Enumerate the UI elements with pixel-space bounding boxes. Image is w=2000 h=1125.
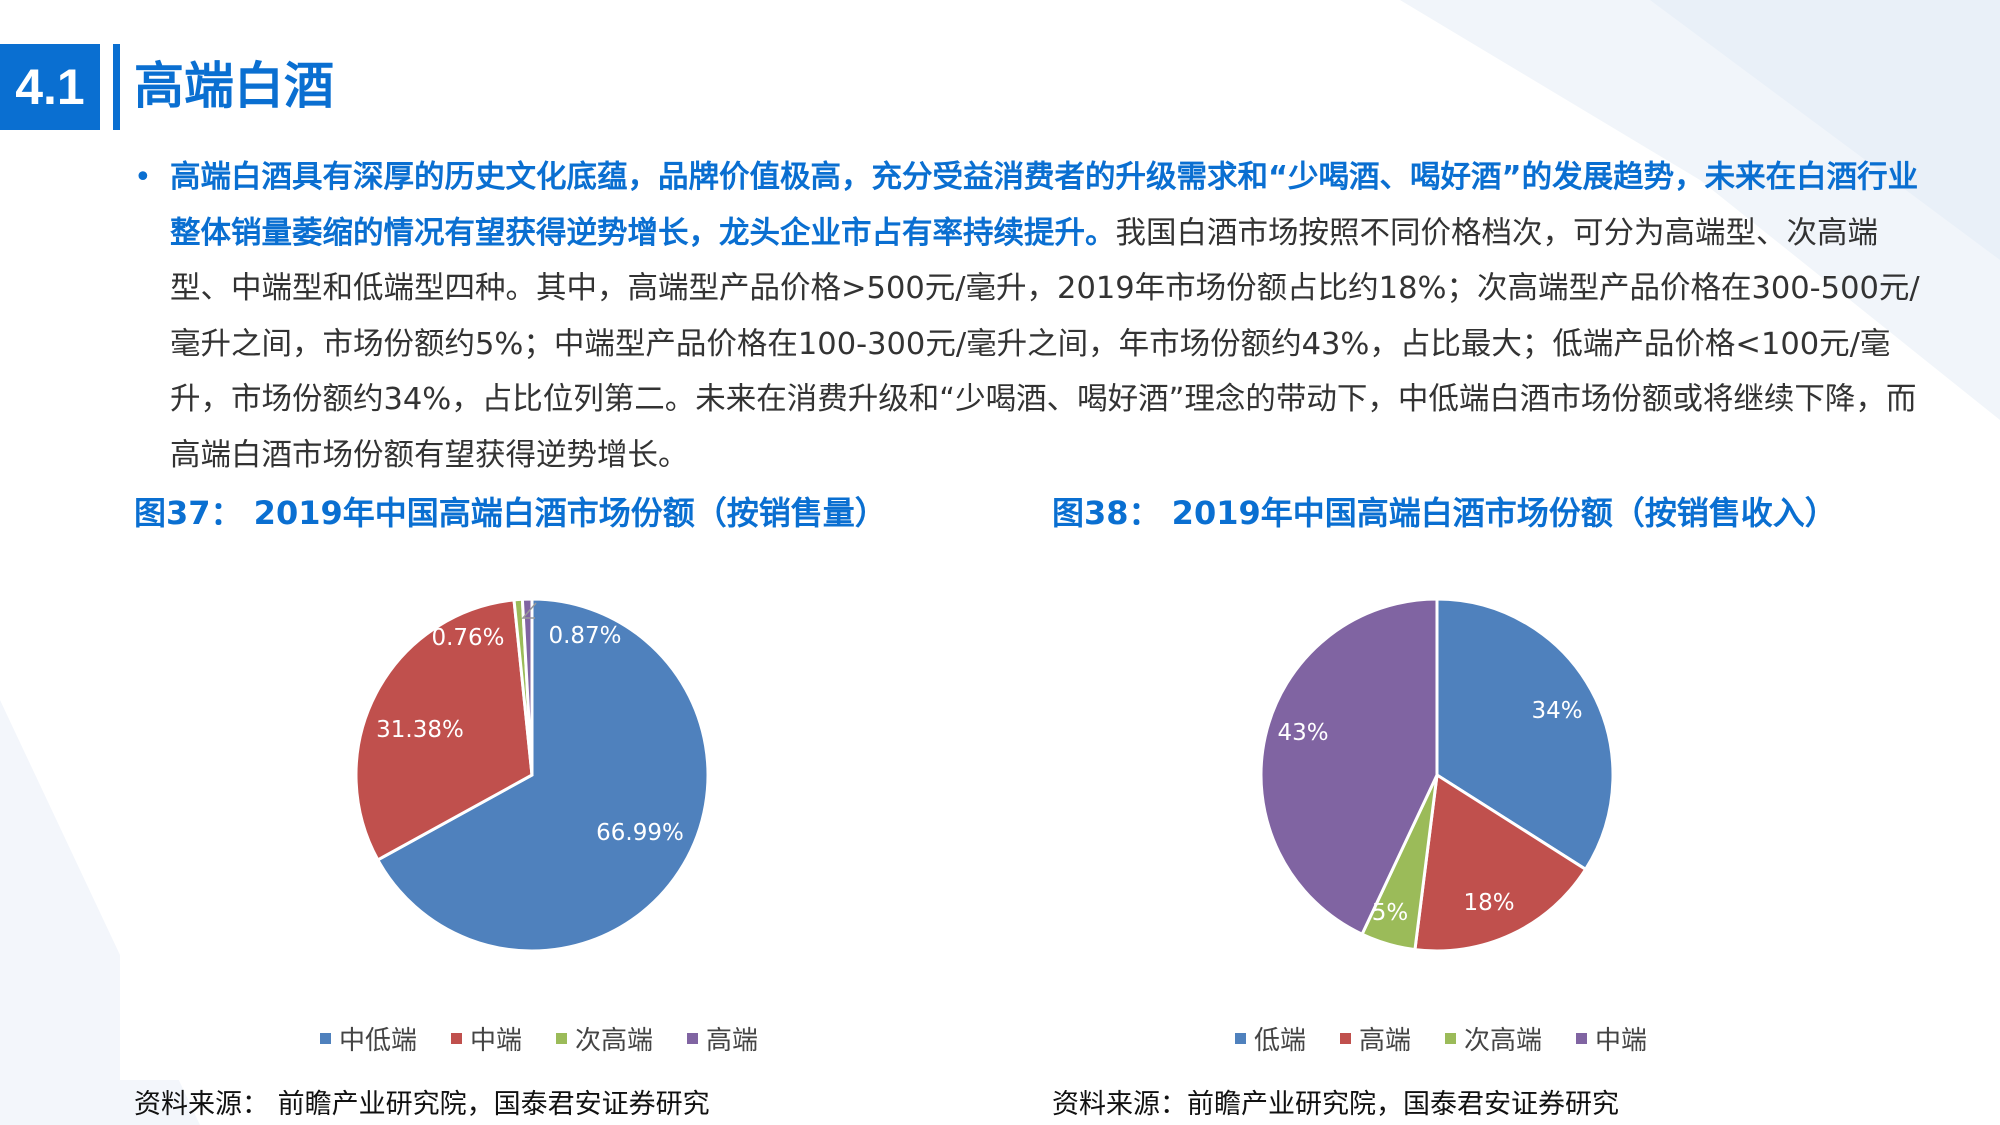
data-label-4: 0.87% — [548, 623, 621, 649]
legend-item-3: 次高端 — [1445, 1020, 1542, 1057]
pie-chart-volume: 66.99% 31.38% 0.76% 0.87% — [354, 597, 710, 953]
legend-label: 中端 — [1595, 1026, 1648, 1056]
legend-swatch — [687, 1033, 699, 1044]
data-label-1: 34% — [1531, 698, 1582, 724]
legend-label: 高端 — [1359, 1026, 1412, 1056]
legend-label: 高端 — [706, 1026, 759, 1056]
legend-label: 中端 — [470, 1026, 523, 1056]
figure-38-title: 图38： 2019年中国高端白酒市场份额（按销售收入） — [1052, 494, 1837, 532]
data-label-2: 18% — [1463, 890, 1514, 916]
leader-line — [521, 602, 537, 619]
data-label-2: 31.38% — [376, 717, 464, 743]
figure-37-title: 图37： 2019年中国高端白酒市场份额（按销售量） — [134, 494, 887, 532]
section-number: 4.1 — [0, 44, 100, 130]
chart-legend-37: 中低端 中端 次高端 高端 — [320, 1020, 758, 1057]
legend-swatch — [1235, 1033, 1246, 1044]
legend-swatch — [1576, 1033, 1588, 1044]
legend-item-2: 中端 — [451, 1020, 522, 1057]
legend-swatch — [556, 1033, 568, 1044]
data-label-1: 66.99% — [596, 820, 684, 846]
legend-item-1: 低端 — [1235, 1020, 1306, 1057]
legend-item-2: 高端 — [1340, 1020, 1411, 1057]
legend-swatch — [1340, 1033, 1352, 1044]
highlight-text: 高端白酒具有深厚的历史文化底蕴，品牌价值极高，充分受益消费者的升级需求和“少喝酒… — [170, 160, 1919, 251]
pie-slice-4 — [1259, 597, 1439, 937]
figure-37-source: 资料来源： 前瞻产业研究院，国泰君安证券研究 — [134, 1089, 710, 1120]
pie-slice-2 — [354, 598, 534, 862]
legend-item-3: 次高端 — [556, 1020, 653, 1057]
data-label-3: 5% — [1372, 900, 1409, 926]
chart-panel-37: 66.99% 31.38% 0.76% 0.87% 中低端 中端 次高端 高端 — [120, 540, 945, 1080]
chart-legend-38: 低端 高端 次高端 中端 — [1235, 1020, 1647, 1057]
legend-label: 低端 — [1254, 1026, 1307, 1056]
legend-label: 中低端 — [339, 1026, 418, 1056]
pie-chart-revenue: 34% 18% 5% 43% — [1259, 597, 1615, 953]
data-label-4: 43% — [1277, 720, 1328, 746]
legend-item-4: 中端 — [1576, 1020, 1647, 1057]
legend-swatch — [320, 1033, 331, 1044]
legend-swatch — [1445, 1033, 1457, 1044]
legend-item-1: 中低端 — [320, 1020, 417, 1057]
body-paragraph: 高端白酒具有深厚的历史文化底蕴，品牌价值极高，充分受益消费者的升级需求和“少喝酒… — [170, 150, 1920, 483]
pie-slice-4 — [520, 597, 534, 776]
legend-label: 次高端 — [1464, 1026, 1543, 1056]
legend-swatch — [451, 1033, 463, 1044]
figure-38-source: 资料来源：前瞻产业研究院，国泰君安证券研究 — [1052, 1089, 1619, 1120]
legend-label: 次高端 — [575, 1026, 654, 1056]
paragraph-text: 我国白酒市场按照不同价格档次，可分为高端型、次高端型、中端型和低端型四种。其中，… — [170, 215, 1920, 473]
pie-slice-1 — [375, 597, 710, 953]
data-label-3: 0.76% — [431, 625, 504, 651]
page-title: 高端白酒 — [134, 57, 334, 115]
header-divider — [113, 44, 120, 130]
pie-slice-2 — [1413, 772, 1588, 953]
chart-panel-38: 34% 18% 5% 43% 低端 高端 次高端 中端 — [1035, 540, 1870, 1080]
bullet-marker: • — [134, 160, 152, 195]
legend-item-4: 高端 — [687, 1020, 758, 1057]
